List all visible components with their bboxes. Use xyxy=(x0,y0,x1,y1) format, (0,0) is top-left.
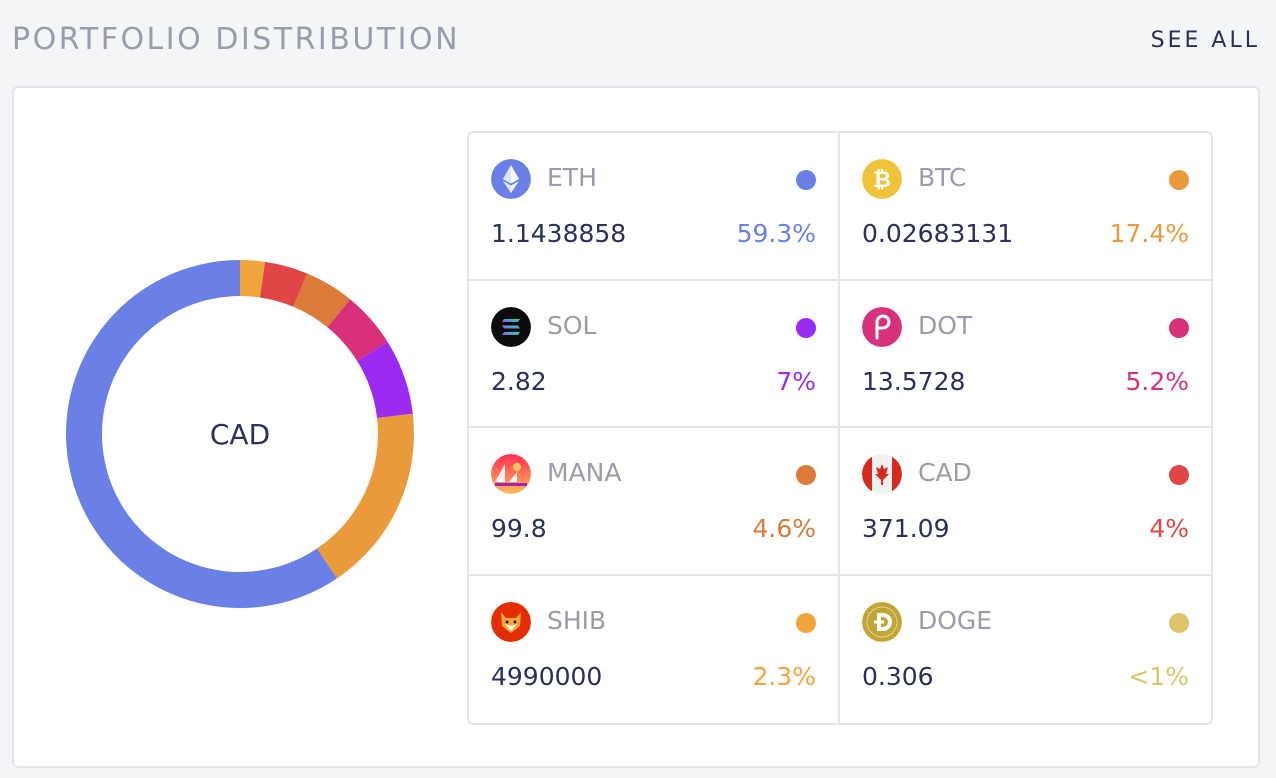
sol-icon xyxy=(491,306,531,347)
asset-color-dot xyxy=(1169,465,1189,485)
asset-amount: 0.306 xyxy=(862,661,934,691)
asset-color-dot xyxy=(796,465,816,485)
dot-icon xyxy=(862,306,902,347)
donut-slice-dot[interactable] xyxy=(327,299,388,362)
asset-cell-sol[interactable]: SOL 2.82 7% xyxy=(469,280,840,428)
donut-slice-mana[interactable] xyxy=(293,273,351,328)
asset-cell-btc[interactable]: ₿ BTC 0.02683131 17.4% xyxy=(840,133,1211,281)
doge-icon xyxy=(862,601,902,642)
asset-percent: 7% xyxy=(776,366,816,396)
asset-color-dot xyxy=(1169,317,1189,338)
asset-percent: 4% xyxy=(1149,514,1189,543)
asset-cell-dot[interactable]: DOT 13.5728 5.2% xyxy=(840,281,1211,428)
asset-amount: 4990000 xyxy=(491,661,603,691)
btc-icon: ₿ xyxy=(862,159,902,199)
donut-chart: CAD xyxy=(62,256,414,608)
donut-slice-eth[interactable] xyxy=(66,260,338,608)
asset-percent: 17.4% xyxy=(1109,219,1189,248)
mana-icon xyxy=(491,454,531,494)
asset-symbol: CAD xyxy=(918,458,972,487)
asset-percent: 5.2% xyxy=(1125,366,1189,396)
asset-amount: 0.02683131 xyxy=(862,219,1014,248)
asset-color-dot xyxy=(1169,612,1189,633)
asset-cell-mana[interactable]: MANA 99.8 4.6% xyxy=(469,428,840,576)
asset-symbol: MANA xyxy=(547,458,622,487)
shib-icon xyxy=(491,601,531,642)
section-title: PORTFOLIO DISTRIBUTION xyxy=(12,22,461,57)
donut-svg xyxy=(66,260,414,608)
asset-color-dot xyxy=(1169,170,1189,190)
see-all-link[interactable]: SEE ALL xyxy=(1150,28,1260,53)
asset-amount: 99.8 xyxy=(491,514,547,543)
donut-slice-shib[interactable] xyxy=(240,260,266,298)
asset-amount: 371.09 xyxy=(862,514,950,543)
svg-text:₿: ₿ xyxy=(873,168,891,193)
asset-symbol: SHIB xyxy=(547,605,607,635)
asset-cell-eth[interactable]: ETH 1.1438858 59.3% xyxy=(469,133,840,281)
cad-flag-icon xyxy=(862,454,902,494)
asset-cell-shib[interactable]: SHIB 4990000 2.3% xyxy=(469,575,840,723)
asset-percent: <1% xyxy=(1128,661,1189,691)
asset-color-dot xyxy=(796,170,816,190)
asset-symbol: SOL xyxy=(547,310,597,340)
donut-slice-sol[interactable] xyxy=(357,341,413,418)
asset-color-dot xyxy=(796,612,816,633)
asset-grid: ETH 1.1438858 59.3% ₿ BTC 0.02683131 17.… xyxy=(467,131,1213,725)
asset-cell-doge[interactable]: DOGE 0.306 <1% xyxy=(840,576,1211,724)
asset-symbol: BTC xyxy=(918,163,967,192)
asset-symbol: DOT xyxy=(918,310,973,340)
asset-amount: 2.82 xyxy=(491,366,547,396)
asset-color-dot xyxy=(796,317,816,338)
donut-slice-cad[interactable] xyxy=(259,261,308,307)
asset-cell-cad[interactable]: CAD 371.09 4% xyxy=(840,428,1211,576)
donut-slice-btc[interactable] xyxy=(316,413,414,579)
asset-percent: 59.3% xyxy=(736,219,816,248)
asset-amount: 13.5728 xyxy=(862,366,966,396)
asset-symbol: ETH xyxy=(547,163,597,192)
asset-amount: 1.1438858 xyxy=(491,219,627,248)
asset-percent: 2.3% xyxy=(752,661,816,691)
asset-symbol: DOGE xyxy=(918,605,993,635)
portfolio-card: CAD ETH 1.1438858 59.3% ₿ xyxy=(12,86,1260,768)
asset-percent: 4.6% xyxy=(752,514,816,543)
eth-icon xyxy=(491,159,531,199)
